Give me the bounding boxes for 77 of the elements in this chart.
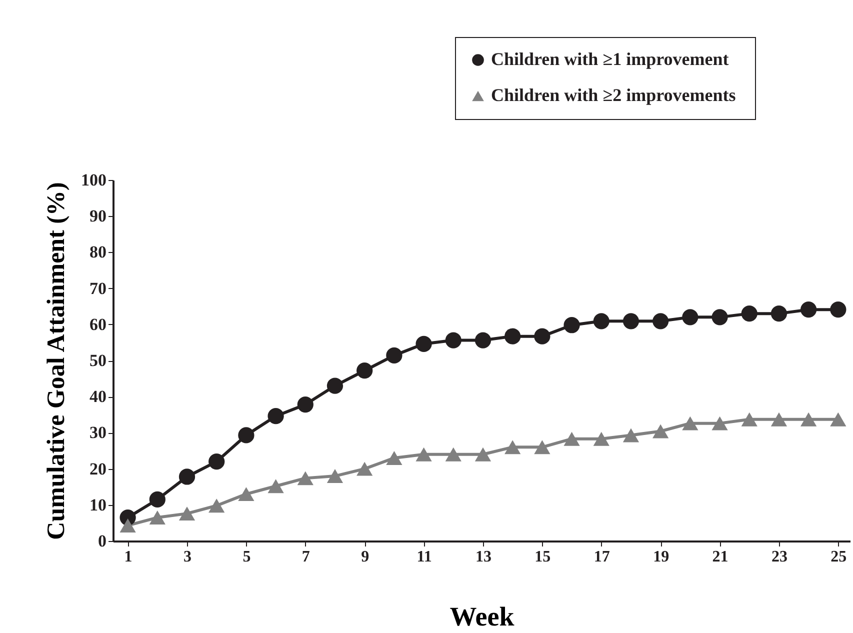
point (830, 302, 846, 318)
point (593, 432, 610, 446)
point (386, 347, 402, 364)
point (712, 416, 728, 430)
point (208, 454, 225, 470)
point (149, 491, 166, 508)
x-tick-label: 15 (534, 548, 551, 566)
y-tick-label: 80 (90, 242, 106, 262)
x-tick-label: 1 (124, 548, 132, 566)
point (622, 428, 640, 442)
point (297, 396, 314, 413)
point (741, 412, 758, 426)
legend-label: Children with ≥2 improvements (491, 85, 736, 105)
y-tick-label: 30 (90, 423, 106, 442)
x-axis-title: Week (450, 602, 514, 632)
point (416, 447, 432, 462)
y-tick-label: 40 (90, 387, 106, 406)
point (238, 487, 254, 502)
point (622, 313, 640, 330)
point (504, 440, 521, 454)
point (474, 447, 492, 462)
point (326, 469, 344, 483)
point (682, 309, 698, 326)
x-tick-label: 17 (594, 548, 610, 566)
point (326, 378, 344, 394)
point (652, 424, 669, 438)
x-tick-label: 3 (183, 548, 192, 566)
y-tick-label: 20 (90, 459, 106, 478)
y-axis-title: Cumulative Goal Attainment (%) (43, 182, 70, 540)
y-tick-label: 100 (81, 170, 106, 190)
point (712, 309, 728, 326)
point (770, 306, 788, 322)
point (770, 412, 788, 426)
point (208, 498, 225, 513)
point (268, 479, 284, 494)
point (741, 306, 758, 322)
point (474, 332, 492, 348)
x-tick-label: 19 (653, 548, 670, 566)
point (178, 468, 196, 485)
point (800, 412, 817, 426)
point (682, 416, 698, 430)
point (800, 302, 817, 318)
y-tick-label: 70 (90, 278, 106, 298)
x-tick-label: 13 (475, 548, 492, 566)
point (356, 362, 373, 379)
x-tick-label: 11 (416, 548, 432, 566)
point (830, 412, 846, 426)
x-tick-label: 9 (361, 548, 370, 566)
x-tick-label: 5 (242, 548, 251, 566)
point (504, 328, 521, 344)
point (268, 408, 284, 424)
point (149, 510, 166, 525)
y-tick-label: 60 (90, 314, 106, 334)
legend-label: Children with ≥1 improvement (491, 49, 729, 69)
x-tick-label: 23 (771, 548, 788, 566)
y-tick-label: 10 (90, 495, 106, 514)
y-tick-label: 0 (98, 532, 106, 550)
point (120, 518, 136, 532)
point (593, 313, 610, 330)
point (445, 332, 462, 348)
point (652, 313, 669, 330)
point (564, 317, 580, 334)
y-tick-label: 50 (90, 351, 106, 370)
point (445, 447, 462, 462)
x-tick-label: 21 (712, 548, 728, 566)
point (416, 336, 432, 352)
point (534, 328, 550, 344)
point (356, 462, 373, 476)
point (564, 432, 580, 446)
x-tick-label: 7 (302, 548, 310, 566)
y-tick-label: 90 (90, 206, 106, 226)
point (238, 427, 254, 444)
x-tick-label: 25 (830, 548, 847, 566)
point (178, 506, 196, 521)
point (297, 471, 314, 486)
point (386, 450, 402, 465)
point (534, 440, 550, 454)
